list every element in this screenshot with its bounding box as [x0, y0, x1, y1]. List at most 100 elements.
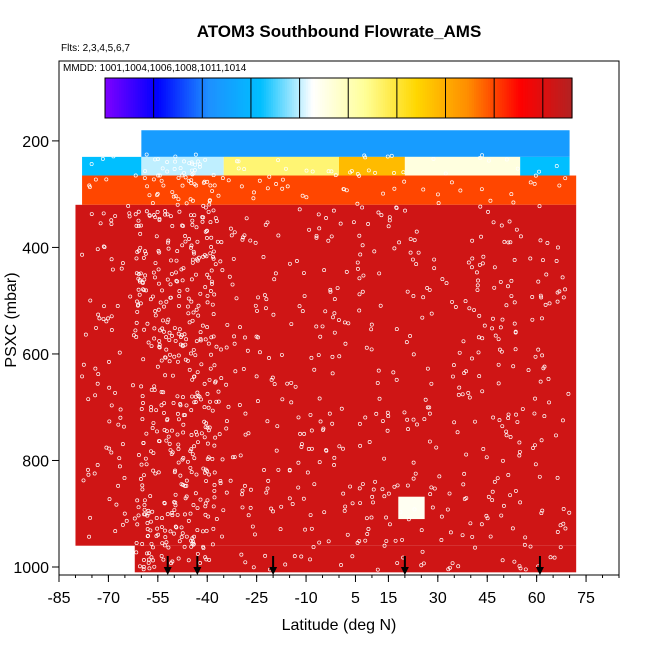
- colorbar-segment: [252, 78, 256, 118]
- sample-point: [195, 440, 200, 445]
- colorbar-segment: [385, 78, 389, 118]
- sample-point: [217, 432, 222, 437]
- sample-point: [502, 239, 507, 244]
- sample-point: [157, 216, 162, 221]
- sample-point: [176, 331, 181, 336]
- sample-point: [81, 362, 86, 367]
- sample-point: [267, 174, 272, 179]
- sample-point: [309, 446, 314, 451]
- colorbar-segment: [294, 78, 298, 118]
- sample-point: [212, 470, 217, 475]
- sample-point: [159, 358, 164, 363]
- sample-point: [312, 482, 317, 487]
- sample-point: [189, 544, 194, 549]
- sample-point: [523, 535, 528, 540]
- sample-point: [301, 271, 306, 275]
- sample-point: [165, 160, 170, 164]
- sample-point: [355, 171, 360, 176]
- sample-point: [322, 510, 327, 515]
- colorbar-segment: [555, 78, 559, 118]
- sample-point: [518, 566, 523, 571]
- sample-point: [189, 277, 194, 282]
- sample-point: [152, 384, 157, 389]
- colorbar-segment: [324, 78, 328, 118]
- sample-point: [184, 201, 189, 206]
- sample-point: [512, 321, 517, 326]
- sample-point: [210, 281, 214, 286]
- sample-point: [439, 514, 444, 519]
- sample-point: [262, 293, 267, 298]
- colorbar-segment: [485, 78, 489, 118]
- sample-point: [210, 189, 215, 193]
- sample-point: [195, 551, 200, 556]
- sample-point: [497, 418, 502, 423]
- sample-point: [180, 243, 185, 248]
- colorbar-segment: [424, 78, 428, 118]
- sample-point: [428, 492, 433, 497]
- colorbar-segment: [562, 78, 566, 118]
- sample-point: [182, 170, 186, 175]
- sample-point: [237, 403, 242, 407]
- x-axis: -85 -70 -55 -40 -25 -10 5 15 30 45 60 75: [47, 575, 620, 607]
- sample-point: [156, 307, 161, 312]
- sample-point: [143, 456, 148, 461]
- sample-point: [538, 293, 543, 298]
- sample-point: [137, 279, 142, 284]
- colorbar-segment: [504, 78, 508, 118]
- sample-point: [138, 271, 143, 276]
- sample-point: [367, 440, 372, 444]
- colorbar-segment: [172, 78, 176, 118]
- sample-point: [330, 371, 335, 376]
- sample-point: [160, 288, 164, 293]
- sample-point: [326, 539, 331, 544]
- sample-point: [120, 522, 125, 527]
- sample-point: [149, 541, 154, 546]
- sample-point: [175, 512, 180, 517]
- dates-label: MMDD: 1001,1004,1006,1008,1011,1014: [63, 63, 247, 74]
- sample-point: [207, 472, 211, 477]
- sample-point: [131, 383, 135, 388]
- sample-point: [153, 275, 157, 280]
- sample-point: [145, 321, 150, 326]
- sample-point: [95, 247, 100, 252]
- sample-point: [198, 561, 202, 565]
- sample-point: [558, 545, 563, 550]
- sample-point: [357, 233, 362, 238]
- sample-point: [253, 240, 258, 245]
- colorbar-segment: [527, 78, 531, 118]
- sample-point: [151, 270, 156, 275]
- sample-point: [151, 421, 156, 425]
- sample-point: [131, 333, 136, 338]
- colorbar-segment: [105, 78, 108, 118]
- sample-point: [136, 287, 141, 292]
- sample-point: [386, 224, 391, 229]
- sample-point: [464, 452, 469, 457]
- sample-point: [517, 440, 522, 445]
- sample-point: [252, 190, 256, 195]
- sample-point: [540, 353, 545, 358]
- sample-point: [187, 367, 192, 372]
- sample-point: [165, 169, 170, 174]
- sample-point: [211, 526, 216, 531]
- sample-point: [236, 159, 241, 164]
- colorbar-segment: [515, 78, 519, 118]
- sample-point: [140, 483, 145, 488]
- sample-point: [303, 527, 308, 532]
- sample-point: [211, 334, 216, 339]
- sample-point: [308, 412, 313, 417]
- sample-point: [251, 565, 256, 570]
- colorbar-segment: [219, 78, 223, 118]
- sample-point: [205, 425, 210, 430]
- y-tick-label: 600: [22, 347, 49, 364]
- sample-point: [285, 381, 290, 386]
- y-tick-label: 800: [22, 453, 49, 470]
- sample-point: [508, 493, 513, 498]
- sample-point: [114, 152, 119, 157]
- sample-point: [231, 256, 236, 261]
- sample-point: [484, 513, 489, 518]
- sample-point: [314, 324, 319, 329]
- sample-point: [159, 525, 164, 529]
- sample-point: [102, 245, 107, 250]
- heatmap-cell: [82, 156, 142, 176]
- sample-point: [492, 265, 497, 270]
